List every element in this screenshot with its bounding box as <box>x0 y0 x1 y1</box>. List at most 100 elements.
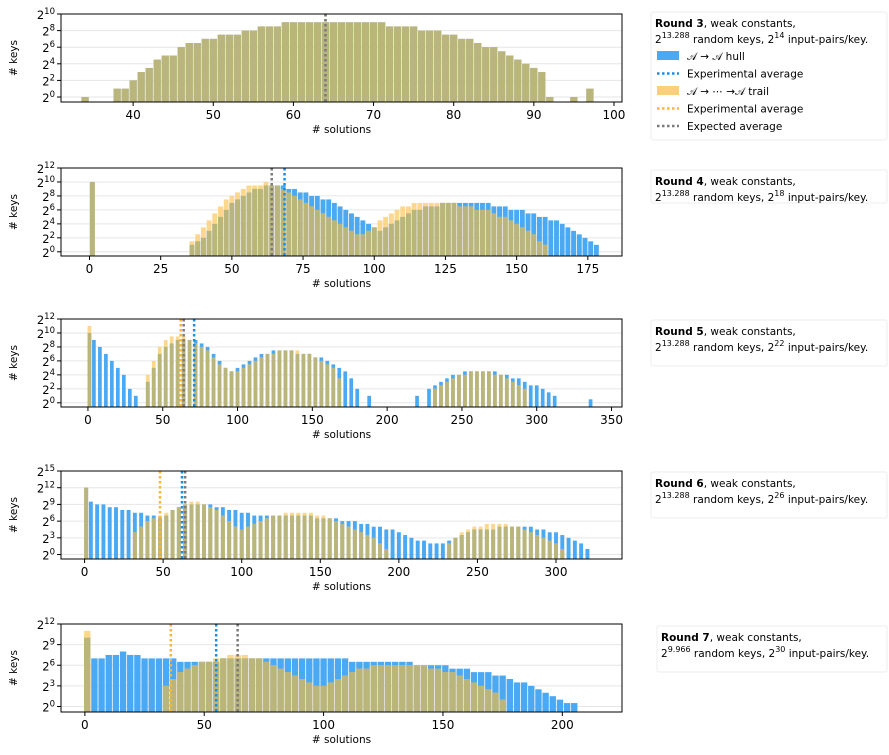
overlap-bar <box>508 220 514 256</box>
y-tick-label-exponent: 4 <box>50 217 55 227</box>
x-tick-label: 300 <box>545 565 568 579</box>
overlap-bar <box>129 80 137 102</box>
overlap-bar <box>536 241 542 256</box>
overlap-bar <box>286 192 292 256</box>
overlap-bar <box>384 665 392 712</box>
hull-bar <box>116 367 120 407</box>
y-tick-label: 212 <box>37 617 55 632</box>
overlap-bar <box>399 665 406 712</box>
y-tick-label-exponent: 8 <box>50 189 55 199</box>
overlap-bar <box>265 26 273 103</box>
overlap-bar <box>475 371 479 407</box>
y-tick-label: 210 <box>37 7 55 22</box>
overlap-bar <box>363 668 370 712</box>
y-tick-label-exponent: 9 <box>50 497 55 507</box>
legend-keys-line: 213.288 random keys, 218 input-pairs/key… <box>655 189 868 204</box>
hull-bar <box>535 689 542 712</box>
y-tick-label-exponent: 2 <box>50 382 55 392</box>
legend-base: 2 <box>661 648 668 660</box>
overlap-bar <box>369 22 378 102</box>
y-tick-label: 26 <box>42 354 55 369</box>
x-tick-label: 100 <box>603 108 626 122</box>
overlap-bar <box>400 216 406 256</box>
overlap-bar <box>137 72 145 102</box>
hull-bar <box>513 682 521 712</box>
legend-title: Round 3, weak constants, <box>655 18 796 30</box>
hull-bar <box>565 227 571 256</box>
hull-bar <box>542 216 548 256</box>
overlap-bar <box>477 685 485 712</box>
overlap-bar <box>181 339 186 407</box>
overlap-bar <box>295 353 300 407</box>
overlap-bar <box>298 679 306 712</box>
overlap-bar <box>354 234 360 256</box>
overlap-bar <box>490 47 498 102</box>
legend-box <box>650 11 888 141</box>
hull-bar <box>428 543 433 559</box>
overlap-bar <box>392 665 399 712</box>
overlap-bar <box>503 526 508 559</box>
y-tick-label-exponent: 0 <box>50 396 55 406</box>
overlap-bar <box>193 43 201 102</box>
overlap-bar <box>325 364 330 407</box>
hull-bar <box>127 388 132 407</box>
legend-base: 2 <box>655 342 662 354</box>
overlap-bar <box>163 346 168 407</box>
overlap-bar <box>388 223 394 256</box>
overlap-bar <box>320 685 327 712</box>
y-tick-label: 210 <box>37 326 55 341</box>
overlap-bar <box>450 34 458 103</box>
x-axis-title: # solutions <box>312 429 371 441</box>
y-tick-label-exponent: 6 <box>50 40 55 50</box>
y-tick-label-exponent: 12 <box>44 312 55 322</box>
y-tick-label-exponent: 0 <box>50 548 55 558</box>
hull-bar <box>313 658 320 712</box>
legend-box <box>650 471 888 519</box>
hull-bar <box>549 696 556 712</box>
legend-round: Round 4 <box>655 176 704 188</box>
overlap-bar <box>89 181 95 256</box>
y-tick-label-exponent: 10 <box>44 7 55 17</box>
overlap-bar <box>321 518 326 559</box>
y-tick-label-exponent: 15 <box>44 464 55 474</box>
overlap-bar <box>356 668 363 712</box>
overlap-bar <box>530 67 538 102</box>
hull-bar <box>384 529 389 559</box>
overlap-bar <box>474 209 480 256</box>
overlap-bar <box>413 665 420 712</box>
overlap-bar <box>331 367 336 407</box>
legend-expected-average-label: Expected average <box>687 121 782 133</box>
overlap-bar <box>241 367 246 407</box>
overlap-bar <box>522 388 527 407</box>
overlap-bar <box>208 507 213 559</box>
hull-bar <box>126 509 131 559</box>
legend-keys-text: random keys, 2 <box>690 342 775 354</box>
overlap-bar <box>296 515 301 559</box>
overlap-bar <box>418 30 426 102</box>
overlap-bar <box>187 339 192 407</box>
overlap-bar <box>284 672 291 712</box>
overlap-bar <box>257 26 265 103</box>
hull-bar <box>101 504 106 559</box>
overlap-bar <box>263 185 269 256</box>
legend-pairs-exponent: 30 <box>775 645 785 654</box>
overlap-bar <box>449 672 456 712</box>
overlap-bar <box>291 675 299 712</box>
overlap-bar <box>502 216 508 256</box>
overlap-bar <box>270 665 277 712</box>
y-axis-title: # keys <box>8 650 20 686</box>
hull-bar <box>148 658 155 712</box>
overlap-bar <box>499 699 506 712</box>
overlap-bar <box>235 371 240 407</box>
overlap-bar <box>457 206 463 256</box>
x-tick-label: 200 <box>387 565 410 579</box>
overlap-bar <box>309 206 315 256</box>
overlap-bar <box>217 364 222 407</box>
y-tick-label-exponent: 0 <box>50 90 55 100</box>
legend-round: Round 7 <box>661 632 710 644</box>
y-tick-label: 212 <box>37 312 55 327</box>
overlap-bar <box>277 668 284 712</box>
overlap-bar <box>361 22 370 102</box>
legend-box <box>650 169 888 204</box>
